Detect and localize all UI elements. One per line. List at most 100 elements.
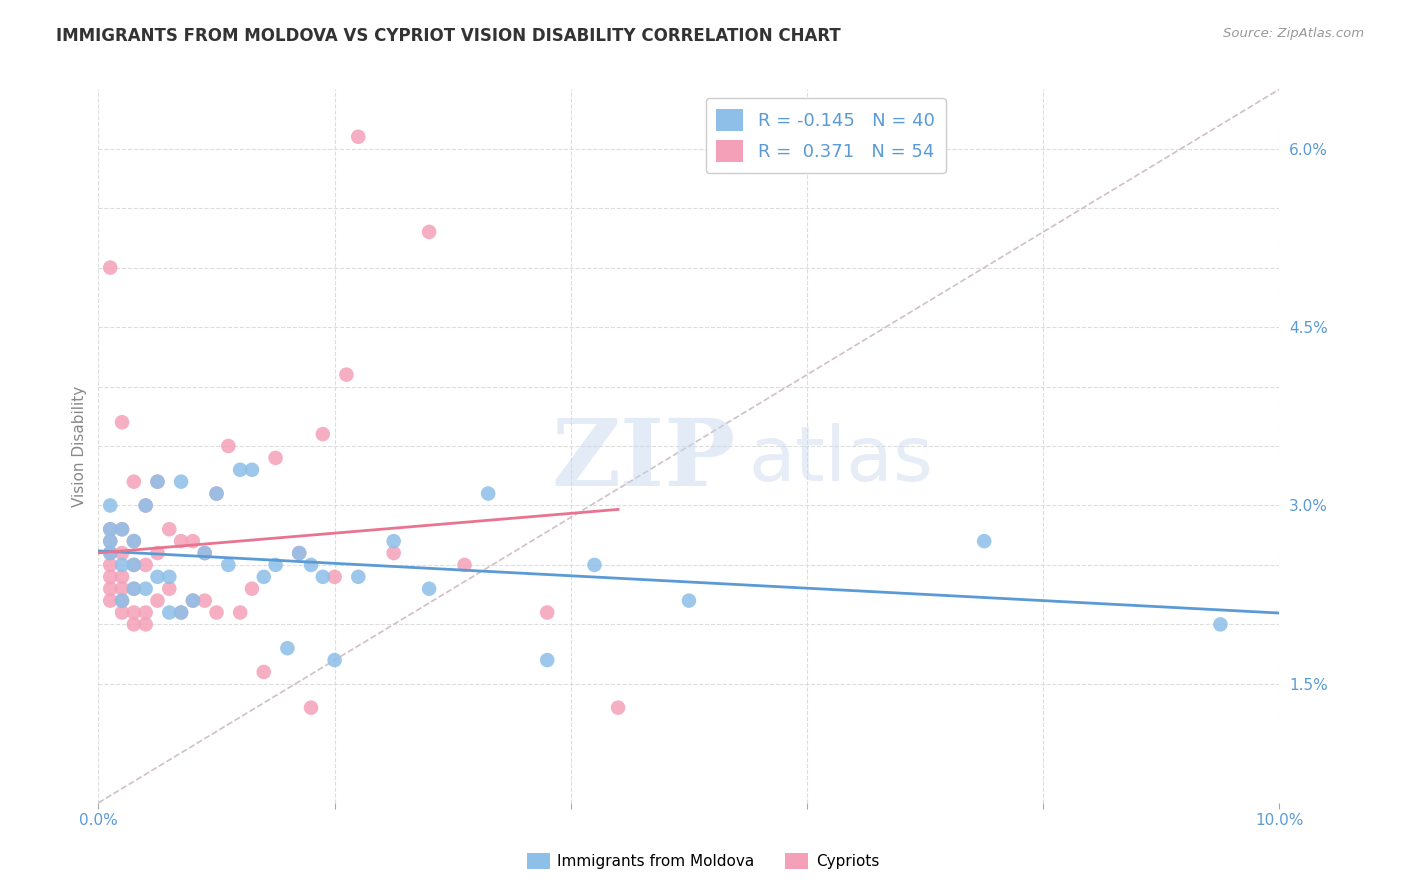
Point	[135, 499, 157, 513]
Point	[146, 475, 169, 489]
Point	[477, 486, 499, 500]
Point	[607, 700, 630, 714]
Point	[299, 700, 322, 714]
Point	[135, 606, 157, 620]
Point	[312, 427, 335, 442]
Point	[536, 606, 558, 620]
Point	[418, 225, 440, 239]
Point	[205, 606, 228, 620]
Point	[288, 546, 311, 560]
Point	[122, 475, 145, 489]
Point	[240, 463, 263, 477]
Point	[253, 665, 276, 679]
Point	[111, 522, 134, 536]
Point	[111, 415, 134, 429]
Point	[98, 522, 121, 536]
Point	[382, 534, 405, 549]
Point	[98, 534, 121, 549]
Point	[194, 546, 217, 560]
Point	[181, 593, 204, 607]
Point	[382, 546, 405, 560]
Point	[98, 534, 121, 549]
Legend: Immigrants from Moldova, Cypriots: Immigrants from Moldova, Cypriots	[520, 847, 886, 875]
Legend: R = -0.145   N = 40, R =  0.371   N = 54: R = -0.145 N = 40, R = 0.371 N = 54	[706, 98, 946, 173]
Point	[170, 475, 193, 489]
Point	[146, 475, 169, 489]
Text: ZIP: ZIP	[553, 416, 737, 505]
Point	[111, 558, 134, 572]
Point	[253, 570, 276, 584]
Point	[111, 546, 134, 560]
Point	[170, 606, 193, 620]
Point	[264, 450, 287, 465]
Point	[453, 558, 475, 572]
Point	[583, 558, 606, 572]
Point	[135, 617, 157, 632]
Point	[170, 534, 193, 549]
Point	[122, 534, 145, 549]
Text: IMMIGRANTS FROM MOLDOVA VS CYPRIOT VISION DISABILITY CORRELATION CHART: IMMIGRANTS FROM MOLDOVA VS CYPRIOT VISIO…	[56, 27, 841, 45]
Point	[135, 499, 157, 513]
Point	[98, 260, 121, 275]
Point	[1209, 617, 1232, 632]
Point	[335, 368, 357, 382]
Point	[170, 606, 193, 620]
Point	[98, 546, 121, 560]
Text: Source: ZipAtlas.com: Source: ZipAtlas.com	[1223, 27, 1364, 40]
Point	[181, 534, 204, 549]
Point	[122, 558, 145, 572]
Point	[240, 582, 263, 596]
Point	[194, 546, 217, 560]
Point	[347, 129, 370, 144]
Point	[122, 534, 145, 549]
Y-axis label: Vision Disability: Vision Disability	[72, 385, 87, 507]
Point	[194, 593, 217, 607]
Point	[217, 558, 239, 572]
Point	[205, 486, 228, 500]
Point	[288, 546, 311, 560]
Point	[536, 653, 558, 667]
Point	[323, 570, 346, 584]
Point	[98, 558, 121, 572]
Point	[98, 570, 121, 584]
Point	[299, 558, 322, 572]
Point	[217, 439, 239, 453]
Point	[98, 593, 121, 607]
Point	[98, 522, 121, 536]
Point	[323, 653, 346, 667]
Point	[157, 606, 180, 620]
Point	[312, 570, 335, 584]
Point	[205, 486, 228, 500]
Point	[111, 570, 134, 584]
Point	[111, 522, 134, 536]
Point	[146, 570, 169, 584]
Point	[146, 546, 169, 560]
Point	[973, 534, 995, 549]
Point	[678, 593, 700, 607]
Point	[157, 522, 180, 536]
Point	[418, 582, 440, 596]
Point	[122, 606, 145, 620]
Point	[157, 570, 180, 584]
Point	[111, 593, 134, 607]
Point	[122, 558, 145, 572]
Point	[98, 499, 121, 513]
Point	[229, 463, 252, 477]
Text: atlas: atlas	[748, 424, 932, 497]
Point	[157, 582, 180, 596]
Point	[264, 558, 287, 572]
Point	[98, 546, 121, 560]
Point	[135, 582, 157, 596]
Point	[111, 593, 134, 607]
Point	[347, 570, 370, 584]
Point	[111, 606, 134, 620]
Point	[122, 617, 145, 632]
Point	[122, 582, 145, 596]
Point	[146, 593, 169, 607]
Point	[135, 558, 157, 572]
Point	[122, 582, 145, 596]
Point	[111, 582, 134, 596]
Point	[276, 641, 298, 656]
Point	[98, 582, 121, 596]
Point	[181, 593, 204, 607]
